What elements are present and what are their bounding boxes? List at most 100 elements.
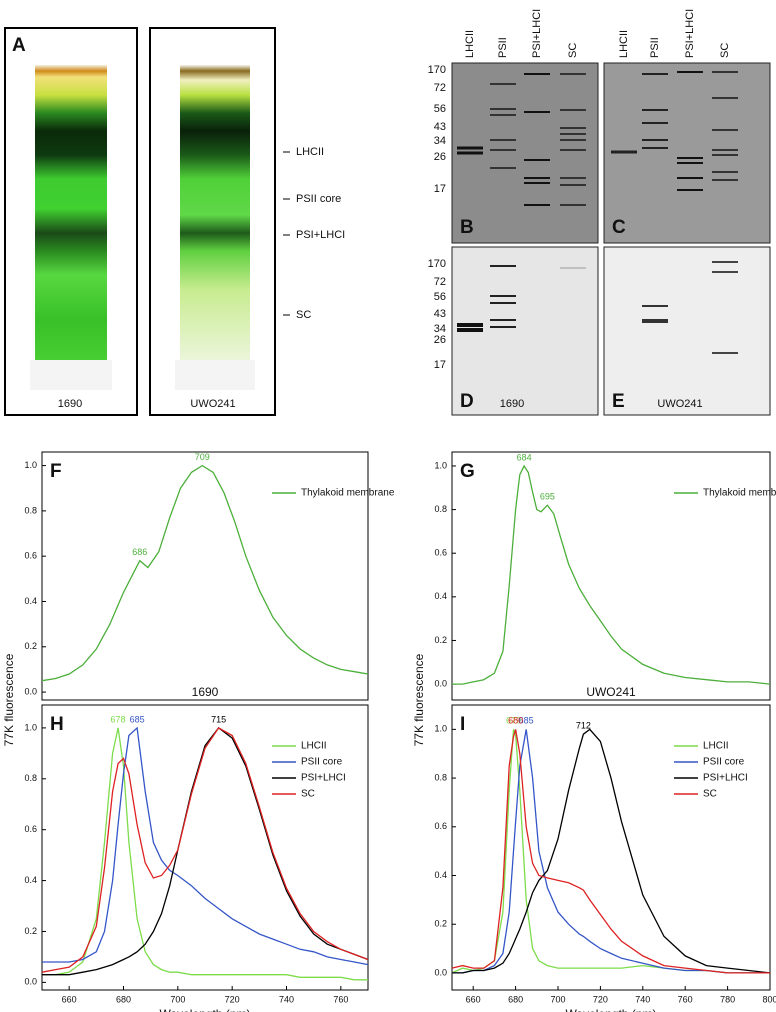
- mw-marker: 72: [434, 82, 446, 94]
- tube: [180, 65, 250, 365]
- x-tick-label: 720: [225, 994, 240, 1004]
- x-tick-label: 660: [466, 994, 481, 1004]
- y-axis-label: 77K fluorescence: [2, 653, 16, 746]
- peak-label: 680: [508, 716, 523, 726]
- mw-marker: 170: [428, 64, 446, 76]
- tube-base: [30, 360, 112, 390]
- y-tick-label: 0.6: [434, 821, 447, 831]
- y-tick-label: 1.0: [434, 724, 447, 734]
- peak-label: 678: [111, 714, 126, 724]
- mw-marker: 34: [434, 135, 446, 147]
- x-tick-label: 700: [170, 994, 185, 1004]
- peak-label: 695: [540, 492, 555, 502]
- panel-caption: 1690: [192, 685, 219, 699]
- y-tick-label: 0.6: [24, 824, 37, 834]
- x-tick-label: 760: [678, 994, 693, 1004]
- x-tick-label: 680: [116, 994, 131, 1004]
- legend-label: SC: [301, 789, 315, 800]
- lane-label: PSI+LHCI: [531, 9, 543, 58]
- lane-label: LHCII: [618, 30, 630, 58]
- y-tick-label: 0.2: [24, 641, 37, 651]
- gel-bands: [457, 71, 738, 354]
- lane-label: LHCII: [464, 30, 476, 58]
- y-tick-label: 0.2: [434, 635, 447, 645]
- peak-label: 709: [195, 452, 210, 462]
- series-line: [452, 728, 771, 974]
- panel-letter: I: [460, 714, 465, 735]
- mw-marker: 17: [434, 359, 446, 371]
- x-axis-label: Wavelength (nm): [160, 1007, 251, 1012]
- mw-marker: 26: [434, 334, 446, 346]
- band-labels: LHCII PSII core PSI+LHCI SC: [283, 146, 345, 321]
- plot-frame: [451, 451, 771, 701]
- legend-label: PSII core: [703, 757, 745, 768]
- y-tick-label: 0.8: [24, 505, 37, 515]
- tube-label: UWO241: [190, 398, 235, 410]
- legend-label: LHCII: [301, 741, 327, 752]
- peak-label: 715: [211, 714, 226, 724]
- peak-label: 685: [519, 716, 534, 726]
- legend-label: SC: [703, 789, 717, 800]
- lane-label: SC: [567, 43, 579, 58]
- band-label: LHCII: [296, 146, 324, 158]
- y-tick-label: 0.0: [434, 678, 447, 688]
- y-axis-label: 77K fluorescence: [412, 653, 426, 746]
- y-tick-label: 0.0: [24, 686, 37, 696]
- series-line: [452, 729, 770, 974]
- y-tick-label: 0.0: [24, 977, 37, 987]
- mw-marker: 17: [434, 183, 446, 195]
- series-line: [42, 727, 368, 981]
- series-line: [452, 464, 771, 685]
- peak-label: 679: [506, 716, 521, 726]
- mw-marker: 72: [434, 276, 446, 288]
- legend-label: LHCII: [703, 741, 729, 752]
- y-tick-label: 0.2: [434, 919, 447, 929]
- x-tick-label: 760: [333, 994, 348, 1004]
- panel-letter: F: [50, 461, 62, 482]
- legend-label: PSII core: [301, 757, 343, 768]
- panel-letter: E: [612, 391, 625, 412]
- lane-label: SC: [719, 43, 731, 58]
- peak-label: 686: [132, 547, 147, 557]
- panel-letter: B: [460, 217, 474, 238]
- y-tick-label: 0.2: [24, 926, 37, 936]
- x-axis-label: Wavelength (nm): [566, 1007, 657, 1012]
- blot-label: 1690: [500, 398, 524, 410]
- legend-label: Thylakoid membrane: [301, 488, 395, 499]
- y-tick-label: 1.0: [24, 722, 37, 732]
- series-line: [41, 727, 369, 973]
- y-tick-label: 0.4: [24, 596, 37, 606]
- plot-frame: [41, 451, 369, 701]
- y-tick-label: 1.0: [24, 460, 37, 470]
- x-tick-label: 660: [62, 994, 77, 1004]
- band-label: PSII core: [296, 193, 341, 205]
- y-tick-label: 0.8: [24, 773, 37, 783]
- plot-frame: [451, 704, 771, 991]
- plot-frame: [41, 704, 369, 991]
- y-tick-label: 0.4: [24, 875, 37, 885]
- mw-marker: 56: [434, 103, 446, 115]
- mw-marker: 26: [434, 151, 446, 163]
- panel-letter: A: [12, 35, 26, 56]
- mw-marker: 34: [434, 323, 446, 335]
- panel-letter: D: [460, 391, 474, 412]
- x-tick-label: 800: [762, 994, 776, 1004]
- panel-letter: G: [460, 461, 475, 482]
- mw-marker: 43: [434, 121, 446, 133]
- lane-label: PSI+LHCI: [684, 9, 696, 58]
- y-tick-label: 0.4: [434, 870, 447, 880]
- lane-label: PSII: [649, 37, 661, 58]
- panel-letter: C: [612, 217, 626, 238]
- tube: [35, 65, 107, 365]
- peak-label: 684: [517, 452, 532, 462]
- x-tick-label: 680: [508, 994, 523, 1004]
- x-tick-label: 700: [550, 994, 565, 1004]
- x-tick-label: 740: [635, 994, 650, 1004]
- y-tick-label: 0.6: [434, 548, 447, 558]
- mw-marker: 43: [434, 308, 446, 320]
- legend-label: Thylakoid membrane: [703, 488, 776, 499]
- series-line: [42, 726, 369, 976]
- panel-caption: UWO241: [586, 685, 636, 699]
- series-line: [42, 726, 369, 966]
- y-tick-label: 0.8: [434, 772, 447, 782]
